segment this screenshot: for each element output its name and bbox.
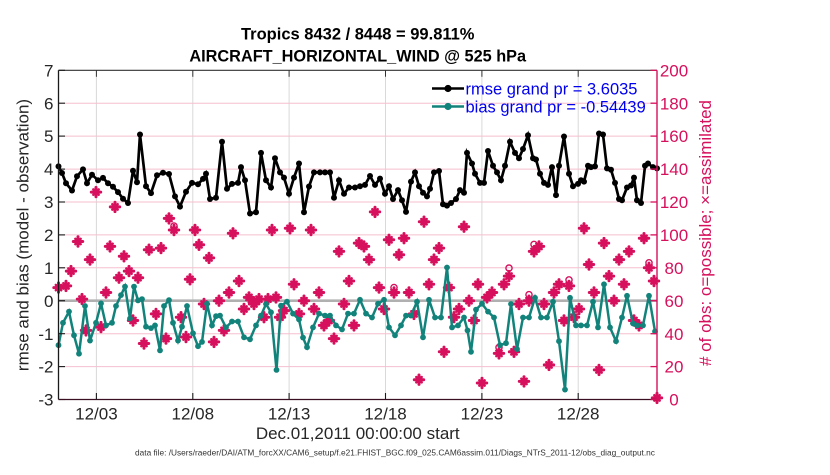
svg-text:0: 0 [669, 391, 678, 410]
svg-text:Dec.01,2011 00:00:00 start: Dec.01,2011 00:00:00 start [256, 424, 460, 443]
svg-text:12/18: 12/18 [364, 405, 407, 424]
svg-text:200: 200 [660, 61, 688, 80]
svg-text:2: 2 [44, 226, 53, 245]
svg-text:7: 7 [44, 61, 53, 80]
svg-text:0: 0 [44, 292, 53, 311]
svg-text:160: 160 [660, 127, 688, 146]
svg-text:AIRCRAFT_HORIZONTAL_WIND @ 525: AIRCRAFT_HORIZONTAL_WIND @ 525 hPa [189, 47, 527, 65]
svg-text:1: 1 [44, 259, 53, 278]
svg-text:# of obs: o=possible; ×=assimi: # of obs: o=possible; ×=assimilated [696, 100, 715, 366]
svg-text:rmse grand pr = 3.6035: rmse grand pr = 3.6035 [466, 81, 638, 99]
svg-text:-1: -1 [38, 325, 53, 344]
svg-text:12/28: 12/28 [557, 405, 600, 424]
svg-text:4: 4 [44, 160, 53, 179]
svg-text:12/03: 12/03 [75, 405, 118, 424]
svg-text:40: 40 [665, 325, 684, 344]
svg-text:60: 60 [665, 292, 684, 311]
svg-text:bias grand pr = -0.54439: bias grand pr = -0.54439 [466, 99, 646, 117]
svg-text:12/13: 12/13 [268, 405, 311, 424]
svg-text:80: 80 [665, 259, 684, 278]
svg-text:12/08: 12/08 [172, 405, 215, 424]
svg-text:6: 6 [44, 94, 53, 113]
svg-text:-2: -2 [38, 358, 53, 377]
svg-text:20: 20 [665, 358, 684, 377]
svg-text:data file: /Users/raeder/DAI/A: data file: /Users/raeder/DAI/ATM_forcXX/… [135, 448, 655, 458]
svg-text:100: 100 [660, 226, 688, 245]
svg-text:Tropics 8432 / 8448 = 99.811%: Tropics 8432 / 8448 = 99.811% [241, 26, 475, 44]
svg-text:12/23: 12/23 [461, 405, 504, 424]
svg-text:140: 140 [660, 160, 688, 179]
svg-text:5: 5 [44, 127, 53, 146]
svg-text:120: 120 [660, 193, 688, 212]
svg-text:rmse and bias (model - observa: rmse and bias (model - observation) [14, 99, 33, 371]
svg-text:-3: -3 [38, 391, 53, 410]
svg-text:3: 3 [44, 193, 53, 212]
svg-text:180: 180 [660, 94, 688, 113]
